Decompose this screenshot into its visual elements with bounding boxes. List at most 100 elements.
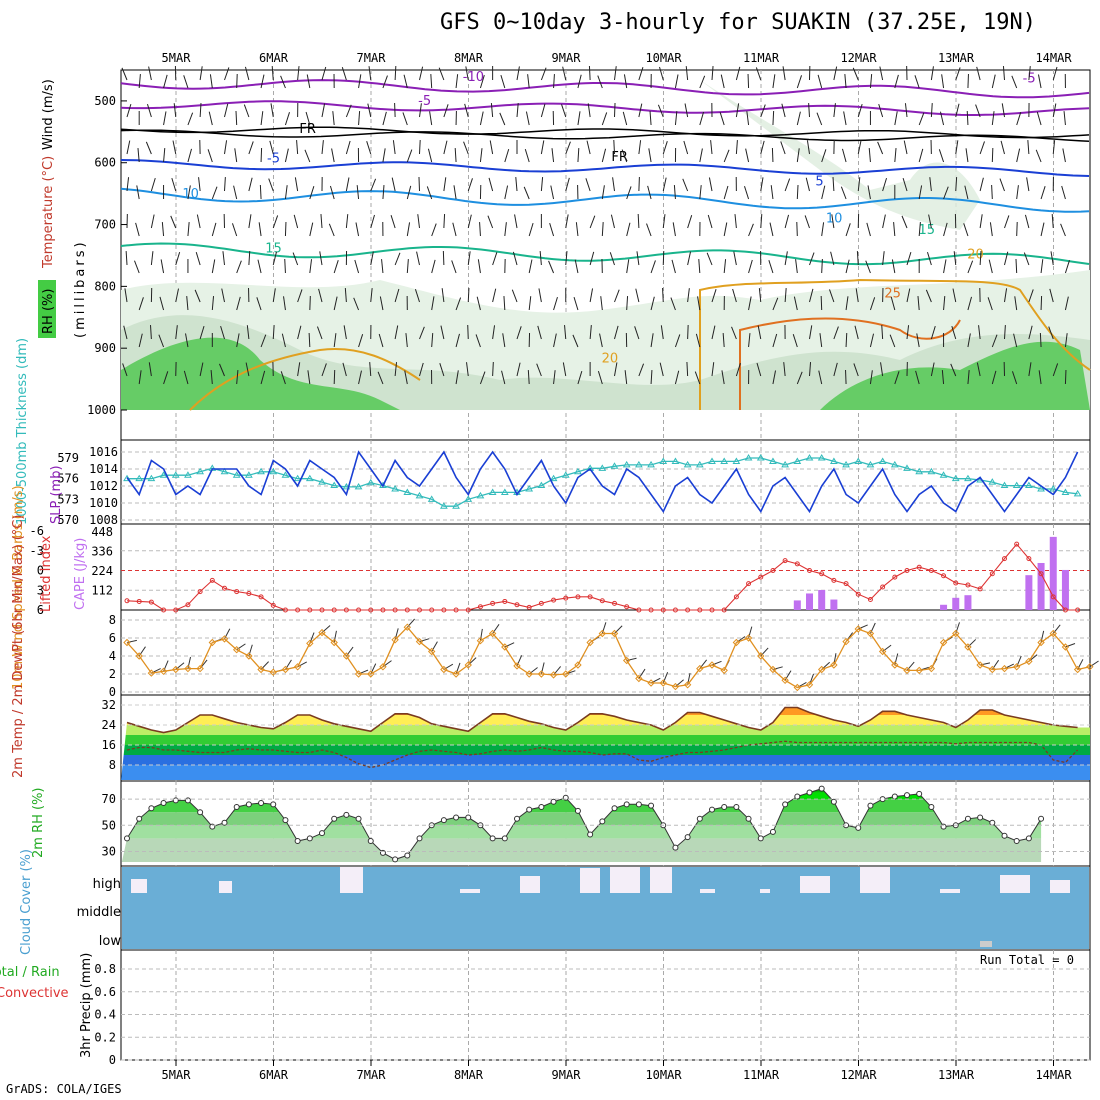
pressure-tick: 700: [94, 218, 116, 232]
wind-barb: [284, 148, 289, 163]
wind-barb: [918, 222, 921, 237]
wind10m-point: [549, 671, 558, 679]
wind-barb: [309, 259, 313, 274]
wind-barb: [780, 141, 786, 155]
thickness-point: [769, 457, 777, 464]
thickness-point: [281, 471, 290, 478]
wind-barb: [650, 333, 654, 348]
wind-barb: [722, 333, 725, 348]
date-label-bottom: 12MAR: [840, 1068, 877, 1082]
rh-band: [121, 792, 1042, 800]
wind-barb: [930, 362, 935, 377]
pressure-tick: 600: [94, 156, 116, 170]
wind-barb: [991, 370, 997, 385]
wind-barb: [967, 296, 973, 311]
contour-label: 5: [815, 175, 823, 190]
rh-point: [465, 814, 472, 821]
wind-barb: [659, 66, 664, 81]
wind-barb: [211, 222, 217, 237]
wind10m-point: [708, 661, 716, 669]
wind-barb: [209, 74, 213, 89]
wind-barb: [503, 296, 506, 311]
wind-barb: [148, 362, 152, 377]
wind-barb: [869, 74, 873, 89]
wind-barb: [634, 326, 640, 340]
rh-point: [245, 801, 252, 808]
label-precip: 3hr Precip (mm): [79, 953, 94, 1058]
wind-barb: [719, 112, 725, 126]
wind-barb: [439, 363, 445, 377]
wind-barb: [540, 140, 545, 155]
wind-barb: [187, 222, 190, 237]
li-point: [453, 607, 459, 613]
wind-barb: [163, 371, 169, 385]
li-point: [685, 607, 691, 613]
thickness-point: [793, 457, 802, 464]
wind-barb: [345, 177, 350, 192]
wind10m-barb: [419, 638, 430, 643]
li-point: [465, 607, 471, 613]
li-point: [794, 561, 800, 567]
wind-barb: [647, 185, 652, 200]
wind-barb: [869, 370, 873, 385]
wind-barb: [1036, 111, 1042, 126]
wind-barb: [721, 370, 725, 385]
wind-barb: [991, 74, 996, 89]
wind-barb: [199, 325, 205, 340]
date-label-top: 9MAR: [552, 51, 582, 65]
li-point: [173, 607, 179, 613]
wind-barb: [207, 149, 213, 163]
thickness-point: [744, 454, 753, 461]
li-point: [514, 602, 520, 608]
temp2m-panel: [121, 704, 1090, 780]
wind-barb: [868, 148, 871, 163]
wind-barb: [1023, 252, 1030, 266]
wind-barb: [856, 251, 859, 266]
rh-point: [453, 814, 460, 821]
wind-barb: [735, 66, 741, 81]
wind-barb: [930, 66, 934, 81]
wind10m-point: [683, 681, 692, 689]
li-point: [733, 594, 739, 600]
wind10m-point: [232, 645, 241, 654]
wind-barb: [843, 111, 847, 126]
wind-barb: [930, 325, 936, 340]
contour-label: FR: [299, 122, 316, 137]
thickness-point: [549, 474, 558, 482]
wind-barb: [236, 74, 238, 89]
wind-barb: [670, 297, 676, 311]
thickness-point: [1073, 489, 1082, 497]
wind-barb: [245, 362, 250, 377]
date-label-bottom: 6MAR: [259, 1068, 289, 1082]
wind10m-point: [854, 625, 862, 633]
wind-barb: [419, 362, 424, 377]
thickness-point: [439, 502, 448, 509]
wind-barb: [649, 111, 652, 126]
li-point: [892, 574, 898, 580]
wind-barb: [187, 148, 193, 163]
cape-panel: [121, 536, 1090, 613]
thickness-point: [574, 467, 582, 475]
rh-point: [587, 831, 594, 838]
thickness-point: [829, 457, 838, 464]
thickness-point: [805, 454, 814, 461]
wind-barb: [404, 370, 408, 385]
wind-barb: [845, 296, 849, 311]
wind-barb: [248, 214, 252, 229]
li-point: [953, 580, 959, 586]
rh-point: [124, 835, 130, 842]
wind-barb: [1048, 326, 1054, 340]
thickness-point: [305, 474, 314, 482]
wind-barb: [796, 371, 803, 385]
wind-barb: [490, 103, 494, 118]
wind-barb: [589, 215, 596, 229]
rh-fill-green: [820, 341, 1090, 410]
wind-barb: [865, 260, 871, 274]
wind-barb: [928, 214, 932, 229]
li-tick: -3: [30, 544, 44, 558]
thickness-point: [159, 471, 168, 478]
li-point: [209, 577, 215, 583]
wind-barb: [236, 296, 241, 311]
wind10m-point: [330, 638, 338, 647]
li-point: [1002, 556, 1007, 562]
